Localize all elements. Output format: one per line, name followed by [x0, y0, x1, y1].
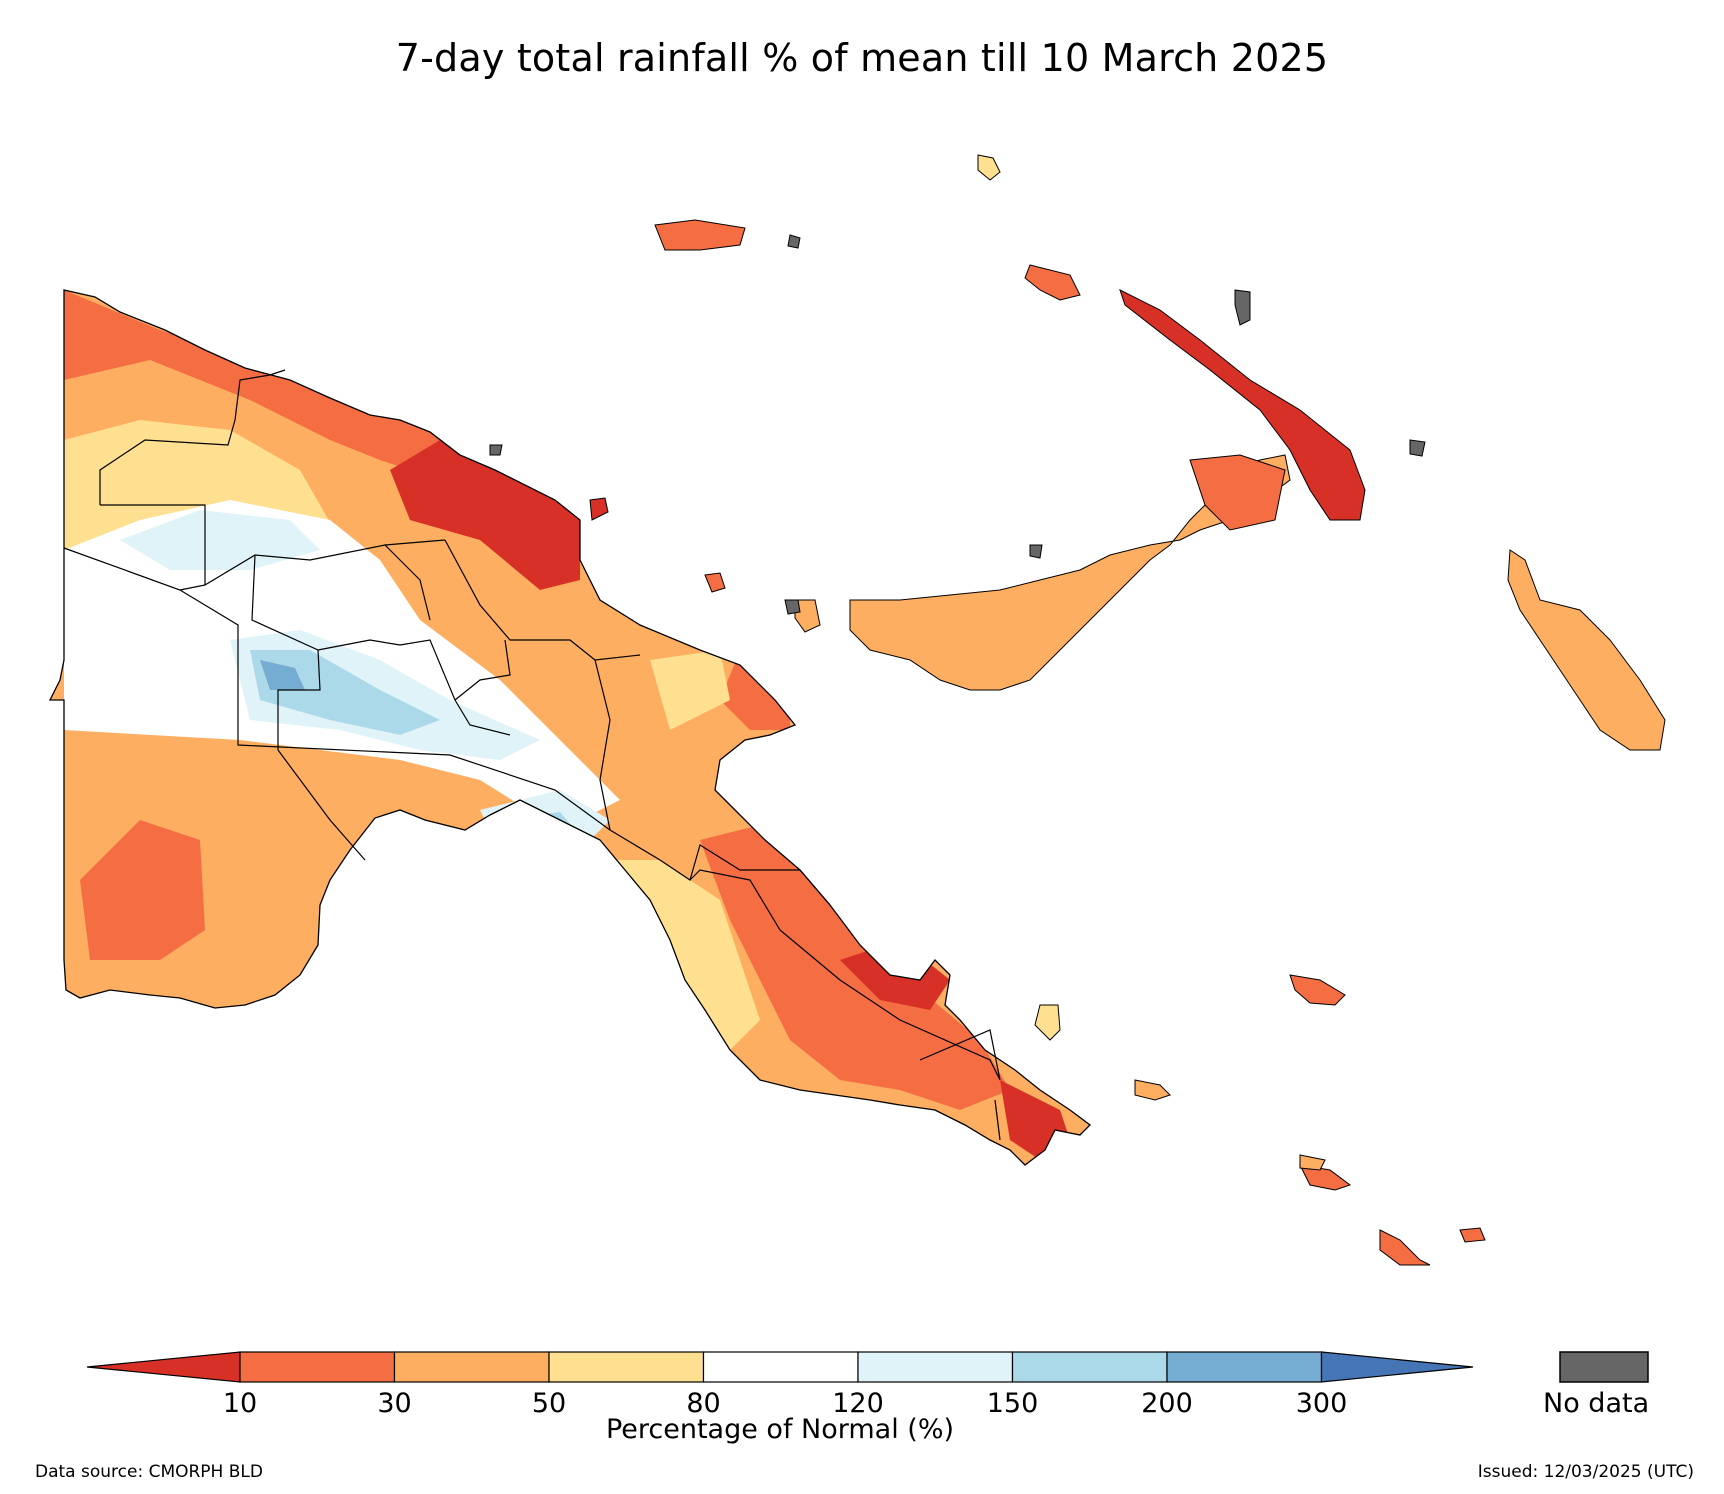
colorbar-segments: [86, 1351, 1474, 1383]
province-boundaries: [63, 369, 1001, 1141]
colorbar-extend-below-10: [86, 1351, 241, 1383]
long-island: [704, 572, 726, 593]
bougainville-island: [1507, 549, 1666, 751]
colorbar-tick-200: 200: [1141, 1388, 1193, 1419]
colorbar-segment-10-30: [239, 1351, 396, 1383]
nodata-label: No data: [1543, 1388, 1650, 1419]
colorbar-tick-10: 10: [222, 1388, 258, 1419]
nodata-swatch: [1559, 1351, 1649, 1383]
nodata-island-b: [1234, 289, 1251, 326]
colorbar-segment-120-150: [857, 1351, 1014, 1383]
new-hanover-island: [1024, 264, 1081, 301]
small-island-b: [1459, 1227, 1486, 1243]
zone-10-30-east: [720, 650, 790, 730]
normanby-island: [1134, 1079, 1171, 1101]
zone-50-80-east: [650, 650, 730, 730]
zone-200-300: [260, 660, 305, 690]
issued-date: Issued: 12/03/2025 (UTC): [1477, 1462, 1694, 1482]
zone-120-150-a: [120, 510, 320, 570]
misima-island: [1299, 1164, 1352, 1191]
zone-10-30-southwest: [80, 820, 205, 960]
colorbar-tick-150: 150: [986, 1388, 1039, 1419]
nodata-island-a: [784, 599, 801, 615]
colorbar-label: Percentage of Normal (%): [605, 1414, 955, 1445]
colorbar-segment-50-80: [548, 1351, 705, 1383]
colorbar-tick-300: 300: [1295, 1388, 1348, 1419]
island-group: [589, 154, 1666, 1266]
manus-island: [654, 219, 746, 251]
zone-150-200: [250, 650, 440, 735]
colorbar-segment-150-200: [1011, 1351, 1168, 1383]
colorbar-tick-50: 50: [531, 1388, 567, 1419]
colorbar-tick-80: 80: [686, 1388, 721, 1419]
nodata-islands: [489, 234, 1426, 615]
colorbar-tick-120: 120: [832, 1388, 884, 1419]
mainland-coastline: [48, 289, 1091, 1166]
woodlark-island: [1289, 974, 1346, 1006]
umboi-island: [794, 599, 821, 633]
goodenough-island: [1034, 1004, 1061, 1041]
nodata-island-c: [1409, 439, 1426, 457]
small-island-a: [1299, 1154, 1326, 1171]
colorbar-segment-200-300: [1166, 1351, 1323, 1383]
colorbar-tick-30: 30: [377, 1388, 412, 1419]
gazelle-peninsula: [1189, 454, 1286, 531]
map-title: 7-day total rainfall % of mean till 10 M…: [395, 36, 1329, 80]
nodata-island-f: [787, 234, 801, 249]
rossel-island: [1379, 1229, 1431, 1266]
karkar-island: [589, 497, 609, 521]
colorbar-extend-above-300: [1320, 1351, 1474, 1383]
nodata-island-d: [489, 444, 503, 456]
mussau-island: [977, 154, 1001, 181]
colorbar-segment-80-120: [702, 1351, 859, 1383]
new-ireland-island: [1119, 289, 1366, 521]
zone-10-30-north: [64, 290, 575, 560]
data-source: Data source: CMORPH BLD: [35, 1462, 263, 1482]
zone-below-10-north: [390, 440, 580, 590]
nodata-island-e: [1029, 544, 1043, 559]
rainfall-map: [48, 154, 1666, 1266]
colorbar-segment-30-50: [393, 1351, 550, 1383]
